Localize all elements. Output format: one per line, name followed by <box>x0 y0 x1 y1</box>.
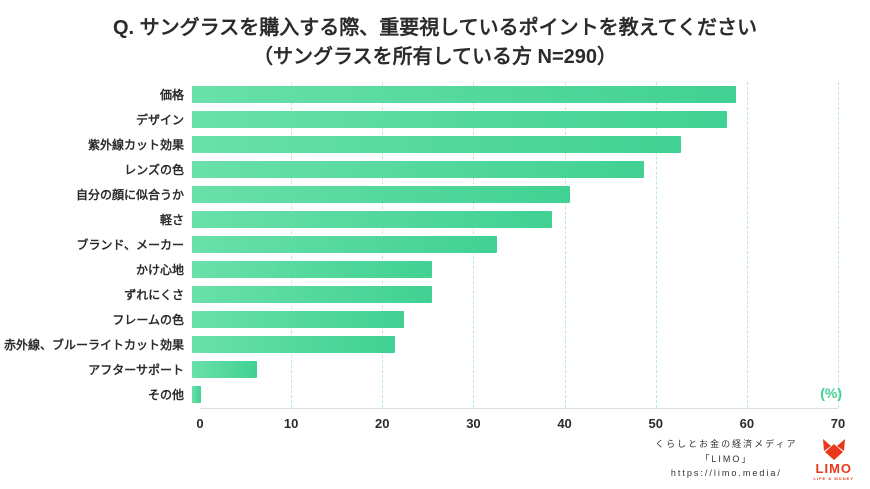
x-axis-tick: 0 <box>196 416 204 431</box>
footer-line2: 「LIMO」 <box>700 453 753 464</box>
footer-line3: https://limo.media/ <box>670 468 782 479</box>
bar-track <box>192 86 838 103</box>
category-label: フレームの色 <box>112 313 184 327</box>
bar-row: レンズの色 <box>0 157 870 182</box>
category-label: アフターサポート <box>88 363 184 377</box>
x-axis-tick: 40 <box>557 416 572 431</box>
bar-row: 軽さ <box>0 207 870 232</box>
limo-logo-word: LIMO <box>815 461 853 476</box>
bar-track <box>192 111 838 128</box>
category-label: 価格 <box>159 88 184 102</box>
category-label: その他 <box>147 388 184 402</box>
bar-row: デザイン <box>0 107 870 132</box>
limo-logo-subtext: LIFE & MONEY <box>813 476 854 481</box>
bar-track <box>192 311 838 328</box>
bar-track <box>192 336 838 353</box>
category-label: 自分の顔に似合うか <box>75 188 184 202</box>
bar-row: ブランド、メーカー <box>0 232 870 257</box>
category-label: 紫外線カット効果 <box>87 138 184 152</box>
bar-chart: 価格デザイン紫外線カット効果レンズの色自分の顔に似合うか軽さブランド、メーカーか… <box>0 82 870 408</box>
bar-track <box>192 211 838 228</box>
bar-track <box>192 261 838 278</box>
footer-line1: くらしとお金の経済メディア <box>655 439 798 450</box>
bar-track <box>192 386 838 403</box>
bar-row: 価格 <box>0 82 870 107</box>
bar-track <box>192 361 838 378</box>
x-axis-tick: 70 <box>830 416 846 431</box>
bar <box>192 311 405 328</box>
category-label: ブランド、メーカー <box>76 238 184 252</box>
chart-title-line1: Q. サングラスを購入する際、重要視しているポイントを教えてください <box>112 17 758 39</box>
bar-track <box>192 236 838 253</box>
chart-title-line2: （サングラスを所有している方 N=290） <box>252 46 618 68</box>
category-label: レンズの色 <box>124 163 184 177</box>
bar-row: ずれにくさ <box>0 282 870 307</box>
x-axis-tick: 10 <box>283 416 299 431</box>
x-axis-tick: 50 <box>648 416 663 431</box>
bar <box>192 336 396 353</box>
category-label: 軽さ <box>159 213 184 227</box>
bar <box>192 286 432 303</box>
limo-logo: LIMO LIFE & MONEY <box>814 437 854 481</box>
limo-fox-icon <box>822 439 845 460</box>
category-label: かけ心地 <box>135 263 184 277</box>
x-axis: (%) 0 10 20 30 40 50 60 70 <box>196 385 845 434</box>
bar-row: 自分の顔に似合うか <box>0 182 870 207</box>
bar <box>192 111 728 128</box>
bar-row: 赤外線、ブルーライトカット効果 <box>0 332 870 357</box>
category-label: デザイン <box>135 113 184 127</box>
bar <box>192 236 497 253</box>
bar-rows: 価格デザイン紫外線カット効果レンズの色自分の顔に似合うか軽さブランド、メーカーか… <box>0 82 870 407</box>
bar <box>192 86 737 103</box>
category-label: ずれにくさ <box>124 288 184 302</box>
bar-track <box>192 186 838 203</box>
bar-row: その他 <box>0 382 870 407</box>
footer-credit: くらしとお金の経済メディア 「LIMO」 https://limo.media/ <box>655 437 797 480</box>
bar <box>192 186 571 203</box>
gridline <box>746 82 748 408</box>
bar-row: かけ心地 <box>0 257 870 282</box>
gridline <box>838 82 839 408</box>
bar-track <box>192 136 838 153</box>
bar-row: アフターサポート <box>0 357 870 382</box>
x-axis-tick: 60 <box>739 416 755 431</box>
footer: くらしとお金の経済メディア 「LIMO」 https://limo.media/… <box>655 437 854 481</box>
bar <box>192 136 682 153</box>
category-label: 赤外線、ブルーライトカット効果 <box>3 338 184 352</box>
bar <box>192 386 202 403</box>
x-axis-tick: 20 <box>375 416 390 431</box>
bar <box>192 261 432 278</box>
gridline <box>655 82 657 408</box>
bar <box>192 361 257 378</box>
bar-track <box>192 161 838 178</box>
bar <box>192 211 552 228</box>
bar-track <box>192 286 838 303</box>
unit-label: (%) <box>820 385 842 401</box>
x-axis-tick: 30 <box>466 416 481 431</box>
bar <box>192 161 645 178</box>
gridline <box>564 82 566 408</box>
chart-title: Q. サングラスを購入する際、重要視しているポイントを教えてください （サングラ… <box>0 0 870 72</box>
bar-row: フレームの色 <box>0 307 870 332</box>
bar-row: 紫外線カット効果 <box>0 132 870 157</box>
